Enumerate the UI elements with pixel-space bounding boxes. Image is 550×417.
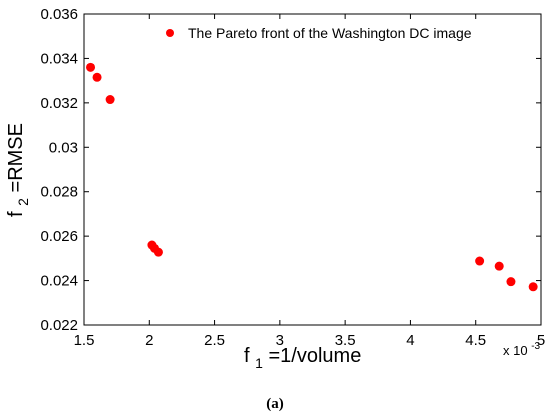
data-point bbox=[528, 282, 538, 292]
y-tick-label: 0.022 bbox=[40, 317, 78, 334]
x-tick-label: 1.5 bbox=[74, 332, 95, 349]
y-tick-label: 0.024 bbox=[40, 273, 78, 290]
x-label-subscript: 1 bbox=[255, 355, 263, 371]
y-label-main: f bbox=[5, 211, 27, 217]
y-axis-label: f 2 =RMSE bbox=[5, 123, 33, 217]
y-label-rest: =RMSE bbox=[5, 123, 27, 192]
x-axis-ticks: 1.5 2 2.5 3 3.5 4 4.5 5 bbox=[74, 14, 545, 349]
data-point bbox=[105, 95, 115, 105]
x-tick-label: 4.5 bbox=[465, 332, 486, 349]
legend-marker bbox=[166, 29, 174, 37]
data-point bbox=[506, 277, 516, 287]
legend: The Pareto front of the Washington DC im… bbox=[166, 25, 472, 41]
x-multiplier-exponent: -3 bbox=[531, 341, 540, 352]
data-points bbox=[86, 62, 538, 292]
y-axis-ticks: 0.022 0.024 0.026 0.028 0.03 0.032 0.034 0.036 bbox=[40, 6, 541, 334]
data-point bbox=[494, 261, 504, 271]
data-point bbox=[153, 247, 163, 257]
x-tick-label: 2.5 bbox=[204, 332, 225, 349]
data-point bbox=[86, 62, 96, 72]
legend-label: The Pareto front of the Washington DC im… bbox=[188, 25, 472, 41]
data-point bbox=[92, 72, 102, 82]
y-tick-label: 0.036 bbox=[40, 6, 78, 23]
x-tick-label: 5 bbox=[537, 332, 545, 349]
x-label-main: f bbox=[244, 345, 250, 367]
x-label-rest: =1/volume bbox=[268, 345, 361, 367]
y-tick-label: 0.028 bbox=[40, 184, 78, 201]
x-tick-label: 3 bbox=[276, 332, 284, 349]
x-tick-label: 2 bbox=[145, 332, 153, 349]
y-tick-label: 0.026 bbox=[40, 228, 78, 245]
x-axis-label: f 1 =1/volume bbox=[244, 345, 361, 373]
plot-area bbox=[83, 13, 542, 326]
x-tick-label: 4 bbox=[406, 332, 414, 349]
data-point bbox=[475, 256, 485, 266]
figure-caption: (a) bbox=[266, 396, 284, 412]
y-tick-label: 0.034 bbox=[40, 50, 78, 67]
y-label-subscript: 2 bbox=[15, 198, 31, 206]
x-tick-label: 3.5 bbox=[335, 332, 356, 349]
y-tick-label: 0.03 bbox=[49, 139, 78, 156]
x-axis-multiplier: x 10 -3 bbox=[503, 341, 541, 358]
x-multiplier-base: x 10 bbox=[503, 343, 528, 358]
y-tick-label: 0.032 bbox=[40, 95, 78, 112]
